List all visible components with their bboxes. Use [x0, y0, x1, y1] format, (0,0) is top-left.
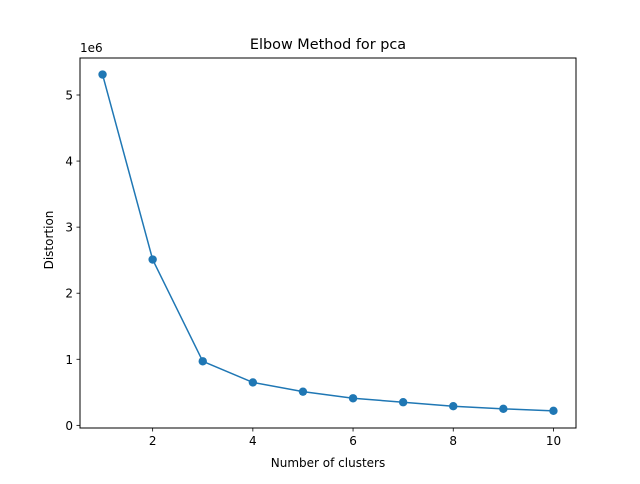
- y-tick-label: 1: [65, 353, 73, 367]
- y-tick-label: 0: [65, 419, 73, 433]
- data-point: [298, 387, 308, 396]
- data-point: [499, 404, 508, 414]
- x-axis-ticks: 2 4 6 8 10: [149, 428, 561, 448]
- data-point: [348, 394, 358, 403]
- plot-frame: [79, 57, 577, 429]
- data-point: [248, 378, 258, 387]
- data-point: [198, 357, 207, 366]
- data-point: [98, 70, 107, 79]
- y-tick-label: 5: [65, 89, 73, 103]
- data-point: [398, 398, 408, 407]
- y-tick-label: 4: [65, 155, 73, 169]
- series-layer: [98, 70, 558, 416]
- x-tick-label: 4: [249, 434, 257, 448]
- chart-title: Elbow Method for pca: [250, 37, 406, 53]
- data-point: [549, 406, 558, 416]
- x-tick-label: 2: [149, 434, 157, 448]
- y-axis-label: Distortion: [42, 211, 56, 270]
- x-axis-label: Number of clusters: [271, 456, 385, 470]
- y-tick-label: 2: [65, 287, 73, 301]
- y-offset-label: 1e6: [80, 41, 103, 55]
- data-point: [449, 401, 458, 411]
- data-point: [148, 255, 157, 264]
- y-axis-ticks: 0 1 2 3 4 5: [65, 89, 80, 433]
- x-tick-label: 6: [349, 434, 357, 448]
- x-tick-label: 10: [546, 434, 561, 448]
- x-tick-label: 8: [449, 434, 457, 448]
- y-tick-label: 3: [65, 221, 73, 235]
- series-line: [101, 74, 554, 412]
